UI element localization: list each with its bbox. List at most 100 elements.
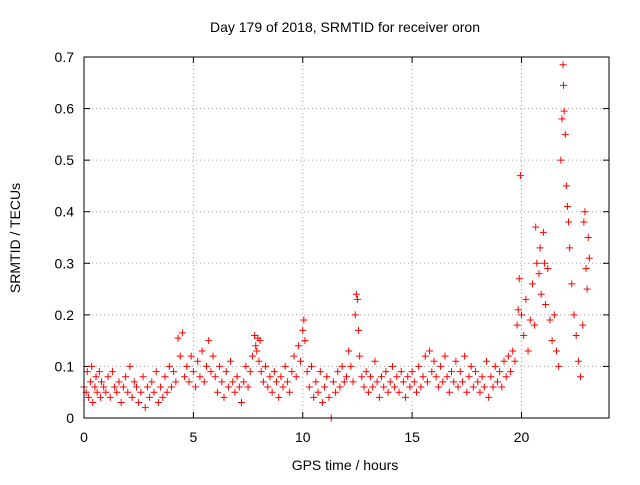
data-point <box>135 399 143 407</box>
data-point <box>450 378 458 386</box>
data-point <box>485 393 493 401</box>
data-point <box>294 342 302 350</box>
data-point <box>351 311 359 319</box>
data-point <box>252 342 260 350</box>
data-point <box>463 388 471 396</box>
data-point <box>580 218 588 226</box>
data-point <box>332 388 340 396</box>
data-point <box>189 368 197 376</box>
data-point <box>544 264 552 272</box>
data-point <box>137 388 145 396</box>
data-point <box>157 383 165 391</box>
data-point <box>91 383 99 391</box>
data-point <box>244 383 252 391</box>
data-point <box>192 383 200 391</box>
data-point <box>200 378 208 386</box>
data-point <box>384 388 392 396</box>
data-point <box>163 388 171 396</box>
data-point <box>358 373 366 381</box>
data-point <box>325 393 333 401</box>
y-tick-label: 0.4 <box>55 204 75 220</box>
data-point <box>194 357 202 365</box>
data-point <box>242 362 250 370</box>
data-point <box>369 383 377 391</box>
data-point <box>318 399 326 407</box>
data-point <box>504 352 512 360</box>
data-point <box>565 218 573 226</box>
data-point <box>553 347 560 355</box>
data-point <box>432 373 440 381</box>
data-point <box>522 295 530 303</box>
data-point <box>268 388 276 396</box>
data-point <box>410 378 418 386</box>
data-point <box>196 373 204 381</box>
data-point <box>582 264 590 272</box>
data-point <box>106 393 114 401</box>
data-point <box>456 368 464 376</box>
data-point <box>297 357 305 365</box>
data-point <box>524 347 532 355</box>
plot-frame <box>83 56 610 419</box>
data-point <box>373 378 381 386</box>
y-axis-label: SRMTID / TECUs <box>7 183 23 293</box>
data-point <box>528 280 536 288</box>
data-point <box>476 388 484 396</box>
data-point <box>314 388 322 396</box>
data-point <box>355 326 363 334</box>
data-point <box>253 347 261 355</box>
data-point <box>336 383 344 391</box>
data-point <box>126 362 134 370</box>
data-point <box>130 378 138 386</box>
data-point <box>535 270 543 278</box>
data-point <box>378 373 385 381</box>
data-point <box>316 368 324 376</box>
data-point <box>292 373 300 381</box>
data-point <box>329 378 337 386</box>
data-point <box>259 378 267 386</box>
data-point <box>152 368 160 376</box>
x-tick-label: 20 <box>514 429 530 445</box>
data-point <box>108 368 116 376</box>
y-tick-label: 0.5 <box>55 152 75 168</box>
data-point <box>222 368 230 376</box>
data-point <box>562 182 570 190</box>
data-point <box>238 399 245 407</box>
data-point <box>360 383 368 391</box>
data-point <box>483 357 490 365</box>
data-point <box>198 347 206 355</box>
data-point <box>563 203 571 211</box>
data-point <box>256 337 264 345</box>
y-tick-label: 0.6 <box>55 101 75 117</box>
data-point <box>434 383 442 391</box>
data-point <box>165 362 173 370</box>
data-point <box>568 280 576 288</box>
data-point <box>174 334 182 342</box>
data-point <box>288 368 296 376</box>
data-point <box>281 362 289 370</box>
data-point <box>540 259 548 267</box>
data-point <box>478 373 486 381</box>
data-point <box>566 244 574 252</box>
data-point <box>511 357 519 365</box>
data-point <box>98 378 105 386</box>
data-point <box>290 352 298 360</box>
data-point <box>111 383 119 391</box>
data-point <box>421 352 429 360</box>
data-point <box>430 357 438 365</box>
data-point <box>548 337 556 345</box>
data-point <box>585 254 593 262</box>
data-point <box>96 393 104 401</box>
data-point <box>338 362 346 370</box>
data-point <box>469 383 477 391</box>
y-tick-label: 0.1 <box>55 358 75 374</box>
data-point <box>227 357 235 365</box>
data-point <box>472 368 480 376</box>
data-point <box>231 388 239 396</box>
data-point <box>273 378 280 386</box>
data-point <box>532 223 540 231</box>
data-point <box>345 347 353 355</box>
data-point <box>498 383 506 391</box>
